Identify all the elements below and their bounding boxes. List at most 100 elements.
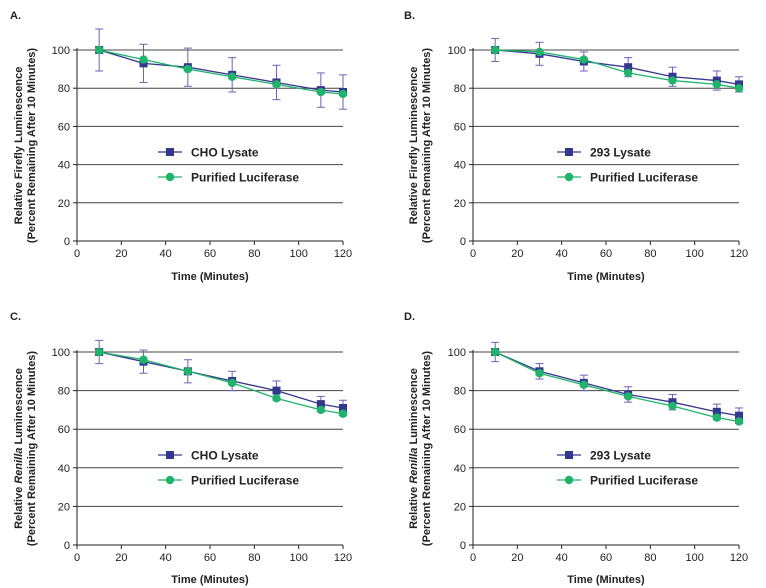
data-point-circle <box>227 72 237 81</box>
data-point-circle <box>623 68 633 78</box>
legend-marker-circle <box>564 475 574 485</box>
y-tick-label: 40 <box>454 463 466 475</box>
x-axis-title: Time (Minutes) <box>171 271 249 283</box>
legend-marker-circle <box>564 172 574 182</box>
data-point-circle <box>668 76 677 85</box>
x-axis-title: Time (Minutes) <box>171 574 249 586</box>
x-tick-label: 80 <box>644 552 656 564</box>
series-line <box>98 49 344 93</box>
y-tick-label: 40 <box>454 160 466 172</box>
series-line <box>494 351 740 417</box>
y-axis-title-part: Renilla <box>408 448 420 484</box>
data-point-square <box>624 63 633 72</box>
y-tick-label: 100 <box>52 45 70 57</box>
legend-label: Purified Luciferase <box>590 171 698 185</box>
legend-marker-square <box>565 148 573 156</box>
series-purified <box>490 45 744 93</box>
y-axis-title-line1: Relative Firefly Luminescence <box>13 67 25 225</box>
y-axis-title-line2: (Percent Remaining After 10 Minutes) <box>421 351 433 547</box>
data-point-circle <box>338 89 348 99</box>
x-axis-title: Time (Minutes) <box>567 574 645 586</box>
x-tick-label: 40 <box>160 552 172 564</box>
chart-panel-d: D. 0 20 40 60 80 100 0 20 40 60 80 100 120 Time (Minut… <box>404 311 748 586</box>
data-point-circle <box>272 80 281 89</box>
y-tick-label: 0 <box>64 236 70 248</box>
x-tick-label: 20 <box>511 248 523 260</box>
y-tick-label: 60 <box>454 424 466 436</box>
y-axis-title-line1: Relative Renilla Luminescence <box>408 368 420 529</box>
legend-marker-square <box>565 451 573 459</box>
x-tick-label: 0 <box>470 248 476 260</box>
data-point-circle <box>272 394 281 403</box>
legend-label: 293 Lysate <box>590 449 651 463</box>
data-point-circle <box>712 80 722 89</box>
y-axis-title-line2: (Percent Remaining After 10 Minutes) <box>26 48 38 244</box>
series-lysate <box>491 341 743 424</box>
y-tick-label: 100 <box>52 347 70 359</box>
y-tick-label: 0 <box>460 236 466 248</box>
legend: CHO Lysate Purified Luciferase <box>158 449 299 488</box>
x-tick-label: 20 <box>115 248 127 260</box>
legend-label: 293 Lysate <box>590 146 651 160</box>
series-line <box>495 49 740 86</box>
x-tick-label: 60 <box>204 552 216 564</box>
chart-panel-a: A. 0 20 40 60 80 100 0 20 40 60 80 100 120 Time (Minut… <box>10 10 352 283</box>
data-point-circle <box>490 45 500 55</box>
series-line <box>495 49 740 89</box>
series-purified <box>94 347 348 418</box>
y-axis-title-part: Relative Firefly Luminescence <box>408 67 420 225</box>
y-tick-label: 60 <box>58 121 70 133</box>
y-tick-label: 0 <box>64 540 70 552</box>
legend-marker-square <box>166 451 174 459</box>
data-point-circle <box>316 405 326 415</box>
data-point-square <box>316 400 325 409</box>
y-axis-title-line2: (Percent Remaining After 10 Minutes) <box>421 48 433 244</box>
x-tick-label: 120 <box>730 552 748 564</box>
x-tick-label: 0 <box>74 248 80 260</box>
x-tick-label: 120 <box>730 248 748 260</box>
series-lysate <box>95 28 347 110</box>
legend-marker-square <box>166 148 174 156</box>
y-tick-label: 80 <box>58 83 70 95</box>
y-axis-title-part: Relative <box>13 484 25 529</box>
series-line <box>99 351 344 415</box>
y-tick-label: 20 <box>58 501 70 513</box>
x-tick-label: 120 <box>334 552 352 564</box>
y-axis-title-part: Renilla <box>13 448 25 484</box>
data-point-circle <box>535 369 544 378</box>
data-point-circle <box>94 347 104 357</box>
y-tick-label: 100 <box>448 45 466 57</box>
x-tick-label: 0 <box>470 552 476 564</box>
legend-label: CHO Lysate <box>191 449 259 463</box>
series-line <box>494 351 740 423</box>
chart-panel-c: C. 0 20 40 60 80 100 0 20 40 60 80 100 120 Time (Minut… <box>10 311 352 586</box>
chart-panel-b: B. 0 20 40 60 80 100 0 20 40 60 80 100 120 Time (Minut… <box>404 10 748 283</box>
panel-label: C. <box>10 311 21 323</box>
x-tick-label: 80 <box>644 248 656 260</box>
data-point-circle <box>712 413 722 422</box>
y-axis-title-line2: (Percent Remaining After 10 Minutes) <box>26 351 38 547</box>
y-tick-label: 40 <box>58 463 70 475</box>
legend-label: CHO Lysate <box>191 146 259 160</box>
y-axis-title-line1: Relative Firefly Luminescence <box>408 67 420 225</box>
x-tick-label: 80 <box>248 248 260 260</box>
panel-label: A. <box>10 10 21 22</box>
x-tick-label: 120 <box>334 248 352 260</box>
x-tick-label: 60 <box>600 248 612 260</box>
legend: CHO Lysate Purified Luciferase <box>158 146 299 185</box>
y-axis-title-part: Luminescence <box>408 368 420 447</box>
x-tick-label: 60 <box>204 248 216 260</box>
x-tick-label: 100 <box>685 552 703 564</box>
data-point-square <box>339 403 347 412</box>
y-axis-title-part: Luminescence <box>13 368 25 447</box>
y-axis-title-part: Relative Firefly Luminescence <box>13 67 25 225</box>
data-point-square <box>712 407 721 416</box>
y-tick-label: 20 <box>58 198 70 210</box>
y-tick-label: 60 <box>58 424 70 436</box>
x-tick-label: 20 <box>511 552 523 564</box>
y-tick-label: 20 <box>454 198 466 210</box>
y-axis-title-line1: Relative Renilla Luminescence <box>13 368 25 529</box>
data-point-circle <box>227 378 237 388</box>
